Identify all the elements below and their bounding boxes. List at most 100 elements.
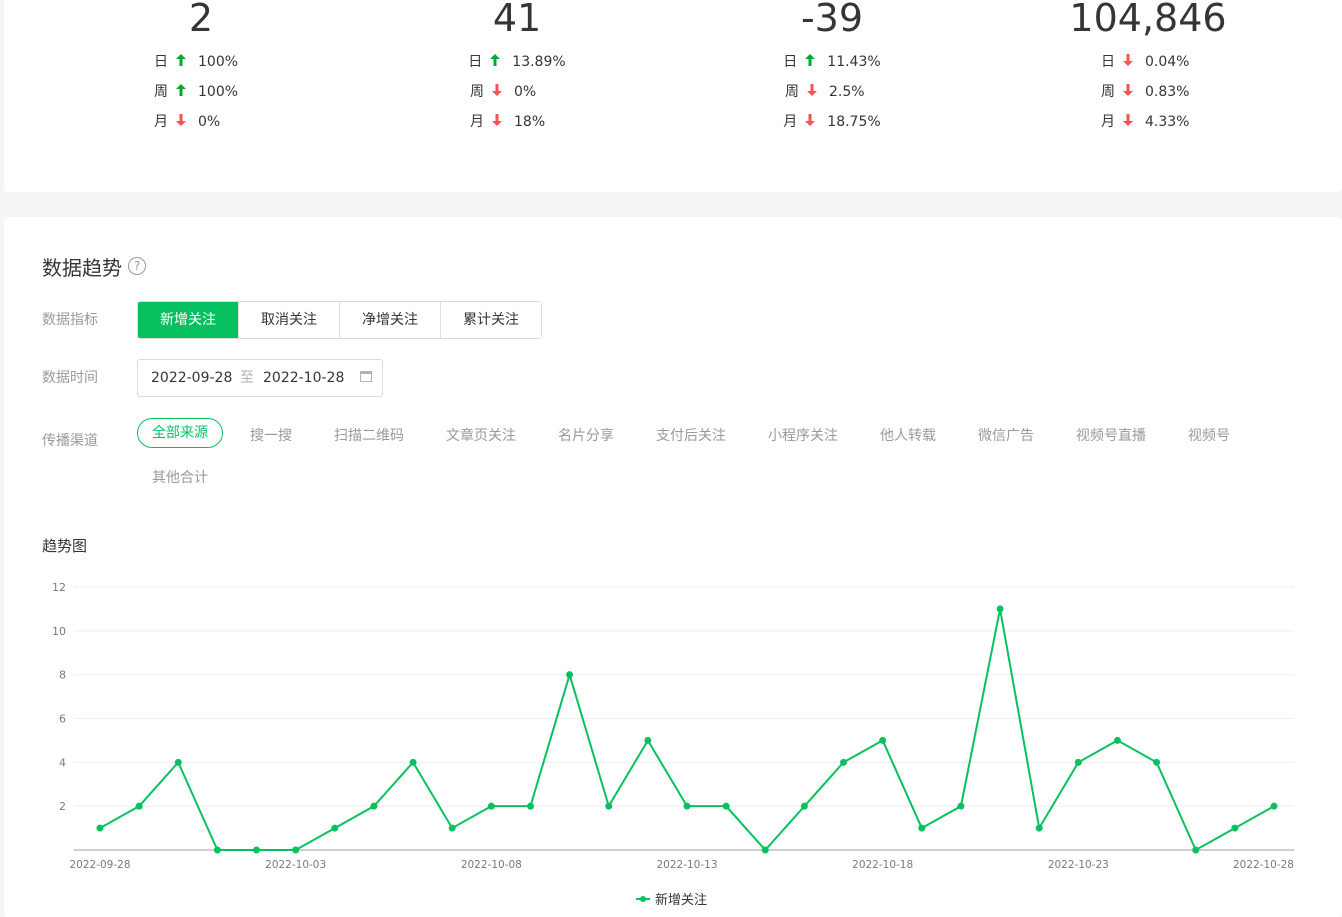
stat-percent: 100%	[198, 54, 239, 70]
y-tick-label: 12	[52, 581, 66, 594]
channel-option[interactable]: 支付后关注	[656, 428, 726, 444]
metric-option[interactable]: 累计关注	[441, 302, 541, 338]
stat-percent: 0%	[198, 114, 221, 130]
y-tick-label: 10	[52, 625, 66, 638]
arrow-down-icon	[1123, 112, 1135, 132]
data-point	[957, 802, 965, 810]
y-tick-label: 2	[59, 800, 66, 813]
channel-option[interactable]: 名片分享	[558, 428, 614, 444]
y-tick-label: 6	[59, 713, 66, 726]
help-icon[interactable]: ?	[128, 257, 146, 275]
data-point	[1113, 736, 1121, 744]
arrow-up-icon	[176, 82, 188, 102]
data-point	[1074, 758, 1082, 766]
date-start: 2022-09-28	[151, 370, 233, 386]
stat-period-label: 月	[783, 114, 798, 130]
chart-title: 趋势图	[42, 537, 88, 555]
data-point	[409, 758, 417, 766]
stat-percent: 0%	[514, 84, 537, 100]
data-point	[292, 846, 300, 854]
date-end: 2022-10-28	[263, 370, 345, 386]
date-range-picker[interactable]: 2022-09-28 至 2022-10-28	[137, 359, 383, 397]
data-point	[526, 802, 534, 810]
channel-option[interactable]: 他人转载	[880, 428, 936, 444]
legend-label: 新增关注	[655, 892, 707, 908]
stat-percent: 100%	[198, 84, 239, 100]
arrow-up-icon	[176, 52, 188, 72]
stat-row: 日 13.89%	[367, 52, 667, 72]
stat-period-label: 日	[468, 54, 483, 70]
metric-option[interactable]: 新增关注	[138, 302, 239, 338]
arrow-down-icon	[807, 82, 819, 102]
stat-percent: 0.04%	[1145, 54, 1190, 70]
channel-option[interactable]: 文章页关注	[446, 428, 516, 444]
stat-period-label: 日	[154, 54, 168, 70]
data-point	[840, 758, 848, 766]
channel-option[interactable]: 视频号	[1188, 428, 1230, 444]
stat-period-label: 日	[1101, 54, 1115, 70]
stat-row: 周 0.83%	[998, 82, 1298, 102]
section-title: 数据趋势	[42, 256, 122, 280]
stat-percent: 4.33%	[1145, 114, 1190, 130]
trend-chart: 2 4 6 8 10 12 2022-09-28 2022-10-03 2022-10-08 20…	[52, 581, 1294, 908]
channel-option[interactable]: 微信广告	[978, 428, 1034, 444]
legend-marker	[640, 896, 646, 902]
arrow-up-icon	[490, 52, 502, 72]
calendar-icon	[360, 371, 372, 382]
stat-value: 41	[492, 0, 542, 40]
data-point	[996, 605, 1004, 613]
stat-period-label: 周	[1101, 84, 1115, 100]
data-point	[253, 846, 261, 854]
stat-period-label: 周	[470, 84, 484, 100]
data-point	[487, 802, 495, 810]
channel-option[interactable]: 小程序关注	[768, 428, 838, 444]
x-tick-label: 2022-09-28	[69, 859, 130, 871]
channel-option[interactable]: 视频号直播	[1076, 428, 1146, 444]
stat-period-label: 日	[783, 54, 798, 70]
stat-percent: 11.43%	[827, 54, 881, 70]
stat-value: 2	[188, 0, 214, 40]
data-point	[918, 824, 926, 832]
channel-option[interactable]: 搜一搜	[250, 428, 292, 444]
stat-row: 月 18%	[367, 112, 667, 132]
date-separator: 至	[240, 370, 254, 386]
arrow-down-icon	[805, 112, 817, 132]
y-tick-label: 4	[59, 756, 66, 769]
data-point	[644, 736, 652, 744]
arrow-down-icon	[1123, 82, 1135, 102]
data-point	[683, 802, 691, 810]
data-point	[331, 824, 339, 832]
metric-selector: 新增关注 取消关注 净增关注 累计关注	[137, 301, 542, 339]
series-line	[99, 608, 1275, 852]
stat-percent: 2.5%	[829, 84, 865, 100]
channel-option[interactable]: 全部来源	[137, 418, 223, 448]
x-tick-label: 2022-10-13	[656, 859, 717, 871]
stat-percent: 18%	[514, 114, 546, 130]
data-point	[96, 824, 104, 832]
stat-row: 日 100%	[51, 52, 351, 72]
stat-row: 日 11.43%	[682, 52, 982, 72]
x-tick-label: 2022-10-28	[1233, 859, 1294, 871]
x-tick-label: 2022-10-23	[1048, 859, 1109, 871]
channel-option[interactable]: 其他合计	[152, 470, 208, 486]
metric-option[interactable]: 净增关注	[340, 302, 441, 338]
stat-row: 周 0%	[367, 82, 667, 102]
y-tick-label: 8	[59, 669, 66, 682]
arrow-down-icon	[176, 112, 188, 132]
data-point	[1231, 824, 1239, 832]
stat-period-label: 月	[1101, 114, 1115, 130]
arrow-up-icon	[805, 52, 817, 72]
channel-option[interactable]: 扫描二维码	[334, 428, 404, 444]
trend-card: 数据趋势 ? 数据指标 新增关注 取消关注 净增关注 累计关注 数据时间 202…	[4, 217, 1342, 917]
data-point	[135, 802, 143, 810]
stat-row: 月 18.75%	[682, 112, 982, 132]
stat-percent: 13.89%	[512, 54, 566, 70]
stat-period-label: 月	[470, 114, 484, 130]
arrow-down-icon	[1123, 52, 1135, 72]
metric-option[interactable]: 取消关注	[239, 302, 340, 338]
data-point	[1270, 802, 1278, 810]
data-point	[174, 758, 182, 766]
data-point	[448, 824, 456, 832]
data-point	[1192, 846, 1200, 854]
stat-period-label: 周	[154, 84, 168, 100]
